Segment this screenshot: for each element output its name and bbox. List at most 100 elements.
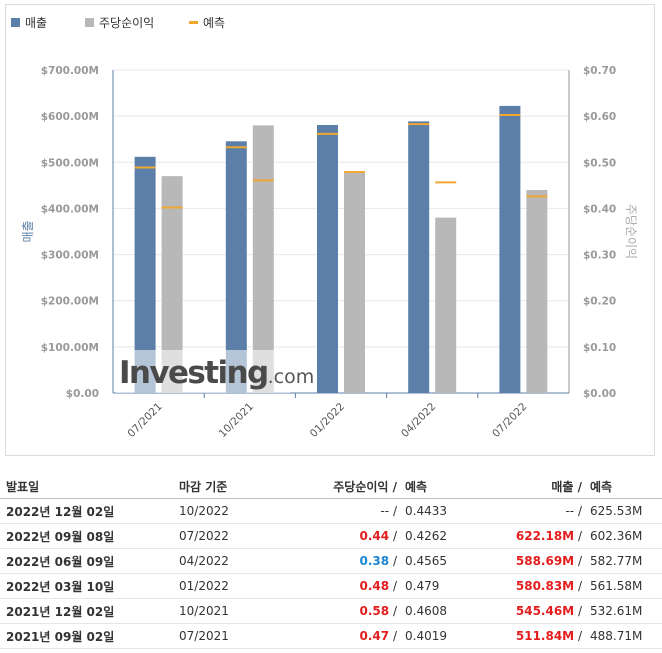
header-period-end[interactable]: 마감 기준 <box>179 474 305 499</box>
legend-eps-swatch <box>85 18 94 27</box>
row-revenue-value: 580.83M <box>515 579 575 593</box>
header-revenue-forecast[interactable]: 예측 <box>586 474 662 499</box>
x-tick-label: 07/2021 <box>125 401 164 440</box>
row-revenue-separator: / <box>577 504 582 518</box>
row-eps: 0.44 / <box>305 523 401 549</box>
table-header-row: 발표일 마감 기준 주당순이익 / 예측 매출 / 예측 <box>0 474 662 499</box>
row-revenue-forecast: 488.71M <box>586 623 662 649</box>
row-revenue-forecast: 602.36M <box>586 523 662 549</box>
legend-forecast[interactable]: 예측 <box>189 14 225 31</box>
eps-bar <box>161 176 183 393</box>
x-tick-label: 01/2022 <box>308 401 347 440</box>
table-body: 2022년 12월 02일 10/2022 -- /0.4433 -- /625.53… <box>0 498 662 649</box>
table-row: 2021년 12월 02일 10/2021 0.58 /0.4608 545.46M … <box>0 598 662 624</box>
row-revenue-value: -- <box>565 504 575 518</box>
row-revenue-separator: / <box>577 629 582 643</box>
earnings-chart: 매출 주당순이익 예측 $0.00 $0.00 $100.00M $0.10 $200.… <box>5 4 655 456</box>
revenue-bar <box>408 121 430 394</box>
y-tick-left: $600.00M <box>41 111 99 123</box>
row-revenue: 511.84M / <box>492 623 586 649</box>
row-revenue-separator: / <box>577 529 582 543</box>
y-tick-right: $0.00 <box>583 388 616 400</box>
row-eps-forecast: 0.4262 <box>401 523 492 549</box>
eps-bar <box>526 189 548 393</box>
revenue-bar <box>499 105 521 393</box>
table-row: 2022년 12월 02일 10/2022 -- /0.4433 -- /625.53… <box>0 498 662 524</box>
eps-bar <box>344 171 365 393</box>
x-tick-label: 04/2022 <box>399 401 438 440</box>
table-row: 2022년 03월 10일 01/2022 0.48 /0.479 580.83M /… <box>0 573 662 599</box>
y-axis-label-left: 매출 <box>21 220 35 242</box>
y-tick-right: $0.30 <box>583 250 616 262</box>
y-tick-left: $400.00M <box>41 203 99 215</box>
row-period-end: 04/2022 <box>179 548 305 574</box>
row-revenue-value: 588.69M <box>515 554 575 568</box>
y-tick-right: $0.20 <box>583 296 616 308</box>
row-eps: 0.58 / <box>305 598 401 624</box>
row-eps-forecast: 0.4565 <box>401 548 492 574</box>
row-revenue-forecast: 532.61M <box>586 598 662 624</box>
row-revenue-forecast: 561.58M <box>586 573 662 599</box>
row-revenue: 622.18M / <box>492 523 586 549</box>
legend-revenue[interactable]: 매출 <box>11 14 47 31</box>
row-eps-separator: / <box>392 629 397 643</box>
y-tick-right: $0.50 <box>583 157 616 169</box>
y-tick-left: $100.00M <box>41 342 99 354</box>
row-eps-forecast: 0.4433 <box>401 498 492 524</box>
row-date: 2022년 03월 10일 <box>0 573 179 599</box>
y-tick-right: $0.70 <box>583 65 616 77</box>
table-row: 2022년 06월 09일 04/2022 0.38 /0.4565 588.69M … <box>0 548 662 574</box>
row-revenue-separator: / <box>577 604 582 618</box>
row-eps-separator: / <box>392 529 397 543</box>
y-axis-label-right: 주당순이익 <box>624 204 638 259</box>
row-revenue-separator: / <box>577 579 582 593</box>
x-tick-label: 10/2021 <box>217 401 256 440</box>
y-tick-left: $200.00M <box>41 296 99 308</box>
row-eps: 0.47 / <box>305 623 401 649</box>
revenue-bar <box>225 141 247 393</box>
eps-bar <box>252 125 274 393</box>
legend-forecast-label: 예측 <box>203 16 226 30</box>
row-date: 2021년 09월 02일 <box>0 623 179 649</box>
row-date: 2022년 06월 09일 <box>0 548 179 574</box>
header-eps[interactable]: 주당순이익 / <box>305 474 401 499</box>
row-date: 2021년 12월 02일 <box>0 598 179 624</box>
earnings-table: 발표일 마감 기준 주당순이익 / 예측 매출 / 예측 2022년 12월 0… <box>0 474 662 649</box>
row-revenue-forecast: 625.53M <box>586 498 662 524</box>
chart-plot: $0.00 $0.00 $100.00M $0.10 $200.00M $0.20 $300… <box>21 65 638 440</box>
row-eps-value: 0.48 <box>359 579 390 593</box>
row-eps-value: -- <box>380 504 390 518</box>
legend-eps-label: 주당순이익 <box>99 16 155 30</box>
row-eps-separator: / <box>392 554 397 568</box>
row-eps: 0.48 / <box>305 573 401 599</box>
row-eps: -- / <box>305 498 401 524</box>
row-eps-forecast: 0.479 <box>401 573 492 599</box>
row-eps-forecast: 0.4608 <box>401 598 492 624</box>
revenue-bar <box>134 156 156 393</box>
row-revenue: -- / <box>492 498 586 524</box>
row-revenue-separator: / <box>577 554 582 568</box>
y-tick-left: $700.00M <box>41 65 99 77</box>
row-revenue-value: 622.18M <box>515 529 575 543</box>
y-tick-right: $0.40 <box>583 203 616 215</box>
row-eps-value: 0.38 <box>359 554 390 568</box>
row-date: 2022년 12월 02일 <box>0 498 179 524</box>
y-tick-left: $500.00M <box>41 157 99 169</box>
row-eps-value: 0.44 <box>359 529 390 543</box>
legend-eps[interactable]: 주당순이익 <box>85 14 154 31</box>
row-revenue-value: 545.46M <box>515 604 575 618</box>
watermark-suffix: .com <box>268 366 315 388</box>
revenue-bar <box>317 124 338 394</box>
row-eps-separator: / <box>392 604 397 618</box>
y-tick-left: $300.00M <box>41 250 99 262</box>
header-revenue[interactable]: 매출 / <box>492 474 586 499</box>
row-revenue-value: 511.84M <box>515 629 575 643</box>
header-eps-forecast[interactable]: 예측 <box>401 474 492 499</box>
header-date[interactable]: 발표일 <box>0 474 179 499</box>
y-tick-right: $0.10 <box>583 342 616 354</box>
row-eps-value: 0.47 <box>359 629 390 643</box>
row-period-end: 10/2021 <box>179 598 305 624</box>
y-tick-right: $0.60 <box>583 111 616 123</box>
row-period-end: 07/2022 <box>179 523 305 549</box>
row-period-end: 01/2022 <box>179 573 305 599</box>
